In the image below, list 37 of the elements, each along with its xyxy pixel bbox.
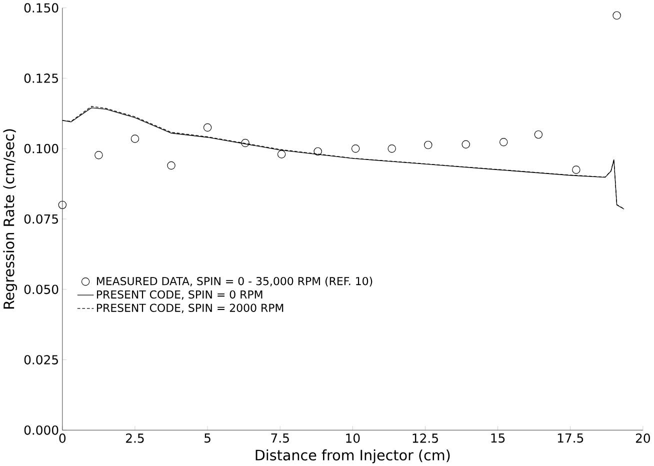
point xyxy=(388,144,396,152)
y-tick-label: 0.050 xyxy=(24,284,58,294)
point xyxy=(351,144,360,152)
point xyxy=(58,200,67,209)
x-tick-label: 15 xyxy=(491,433,505,442)
x-tick-label: 0 xyxy=(59,433,66,443)
x-tick-label: 17.5 xyxy=(558,433,584,442)
y-axis-title: Regression Rate (cm/sec) xyxy=(3,129,18,308)
legend-label: PRESENT CODE, SPIN = 2000 RPM xyxy=(97,303,284,313)
point xyxy=(424,140,432,149)
legend-label: MEASURED DATA, SPIN = 0 - 35,000 RPM (REF. 10) xyxy=(97,276,372,286)
y-tick-label: 0.100 xyxy=(24,144,58,154)
point xyxy=(534,130,543,138)
x-tick-label: 12.5 xyxy=(412,433,438,443)
y-tick-label: 0.000 xyxy=(24,425,58,435)
x-tick-label: 2.5 xyxy=(126,433,144,443)
point xyxy=(94,150,103,159)
y-tick-label: 0.075 xyxy=(24,214,58,224)
point xyxy=(203,123,212,132)
point xyxy=(612,11,621,20)
point xyxy=(277,150,286,158)
x-tick-label: 10 xyxy=(346,433,360,443)
y-tick-label: 0.150 xyxy=(24,2,58,12)
y-tick-label: 0.025 xyxy=(24,354,58,364)
point xyxy=(462,140,470,148)
x-tick-label: 7.5 xyxy=(271,433,289,442)
x-axis-title: Distance from Injector (cm) xyxy=(256,449,450,464)
point xyxy=(572,165,580,174)
point xyxy=(314,147,322,156)
point xyxy=(241,138,250,147)
legend-label: PRESENT CODE, SPIN = 0 RPM xyxy=(97,290,262,300)
point xyxy=(167,161,176,170)
point xyxy=(500,138,508,146)
point xyxy=(130,134,140,143)
x-tick-label: 20 xyxy=(636,433,650,443)
y-tick-label: 0.125 xyxy=(24,73,58,83)
x-tick-label: 5 xyxy=(204,433,210,442)
